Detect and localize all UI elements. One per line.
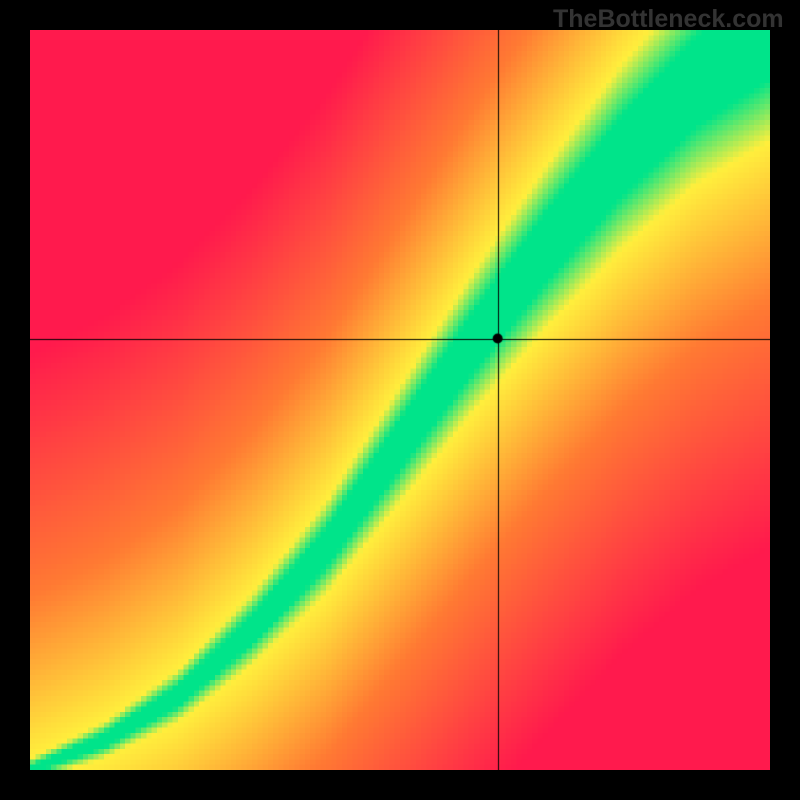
- chart-container: { "canvas": { "width": 800, "height": 80…: [0, 0, 800, 800]
- bottleneck-heatmap: [30, 30, 770, 770]
